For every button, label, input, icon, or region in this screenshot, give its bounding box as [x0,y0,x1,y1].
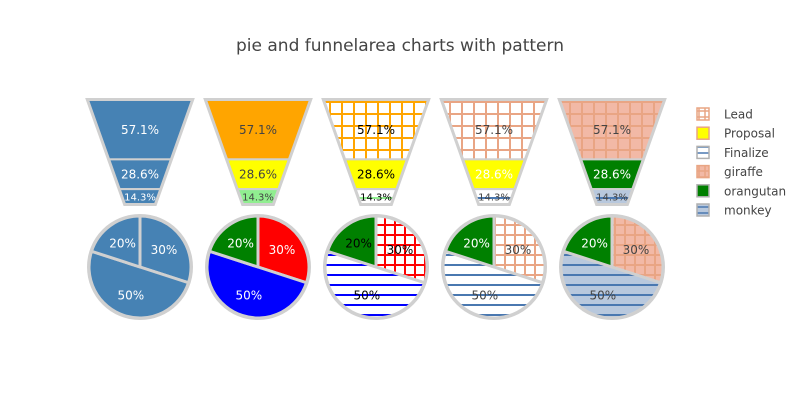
legend-item-proposal[interactable]: Proposal [696,126,775,141]
legend-label: Proposal [724,127,775,141]
funnel-charts: 57.1% 28.6% 14.3% 57.1% 28.6% 14.3% 57.1% 28.6%… [85,98,667,206]
legend-item-finalize[interactable]: Finalize [696,145,769,160]
pie-slice-label: 30% [623,243,650,257]
pie-slice-label: 50% [354,289,381,303]
pie-slice-label: 50% [590,289,617,303]
pie-2: 30% 50% 20% [205,214,311,320]
pie-slice-giraffe[interactable] [138,214,193,285]
pie-3: 30% 50% 20% [323,214,429,320]
legend-item-giraffe[interactable]: giraffe [696,164,763,179]
pie-slice-giraffe[interactable] [374,214,429,285]
funnel-stage-label: 14.3% [124,192,156,203]
funnel-2: 57.1% 28.6% 14.3% [203,98,313,206]
pie-slice-label: 20% [227,237,254,251]
legend-label: Finalize [724,146,769,160]
funnel-4: 57.1% 28.6% 14.3% [439,98,549,206]
funnel-stage-label: 28.6% [593,168,631,182]
funnel-stage-label: 14.3% [478,192,510,203]
pie-slice-label: 30% [387,243,414,257]
pie-slice-orangutan[interactable] [561,214,614,269]
legend-swatch [696,203,710,217]
legend-label: Lead [724,108,753,122]
legend-swatch [696,126,710,140]
pie-5: 30% 50% 20% [559,214,665,320]
pie-slice-orangutan[interactable] [207,214,260,269]
funnel-stage-finalize[interactable] [118,188,162,205]
pie-slice-monkey[interactable] [87,249,191,320]
pie-slice-orangutan[interactable] [89,214,142,269]
pie-slice-label: 50% [118,289,145,303]
legend-item-orangutan[interactable]: orangutan [696,184,786,198]
funnel-stage-label: 57.1% [121,123,159,137]
funnel-stage-label: 14.3% [596,192,628,203]
funnel-stage-label: 14.3% [360,192,392,203]
chart-title: pie and funnelarea charts with pattern [236,36,564,56]
pie-slice-label: 20% [345,237,372,251]
pie-slice-monkey[interactable] [441,249,545,320]
legend-label: giraffe [724,165,763,179]
funnel-5: 57.1% 28.6% 14.3% [557,98,667,206]
pie-slice-orangutan[interactable] [325,214,378,269]
pie-4: 30% 50% 20% [441,214,547,320]
pie-charts: 30% 50% 20% 30% 50% 20% 30% 50% 20% 30% 50% 20% 30% 5… [87,214,665,320]
funnel-stage-label: 28.6% [475,168,513,182]
legend-swatch [696,107,710,121]
pie-slice-giraffe[interactable] [492,214,547,285]
funnel-stage-finalize[interactable] [236,188,280,205]
funnel-stage-finalize[interactable] [472,188,516,205]
legend-swatch [696,184,710,198]
legend-swatch [696,145,710,160]
funnel-3: 57.1% 28.6% 14.3% [321,98,431,206]
pie-slice-monkey[interactable] [323,249,427,320]
pie-slice-label: 30% [505,243,532,257]
funnel-stage-label: 28.6% [239,168,277,182]
funnel-stage-label: 57.1% [593,123,631,137]
funnel-stage-finalize[interactable] [354,188,398,205]
funnel-stage-label: 28.6% [357,168,395,182]
funnel-stage-label: 14.3% [242,192,274,203]
legend-item-monkey[interactable]: monkey [696,203,772,218]
pie-slice-label: 30% [151,243,178,257]
pie-slice-monkey[interactable] [559,249,663,320]
pie-slice-giraffe[interactable] [256,214,311,285]
pie-slice-giraffe[interactable] [610,214,665,285]
legend-label: orangutan [724,184,786,198]
legend-swatch [696,164,710,179]
funnel-1: 57.1% 28.6% 14.3% [85,98,195,206]
pie-1: 30% 50% 20% [87,214,193,320]
pie-slice-orangutan[interactable] [443,214,496,269]
pie-slice-label: 20% [463,237,490,251]
funnel-stage-finalize[interactable] [590,188,634,205]
pie-slice-label: 50% [236,289,263,303]
legend: Lead Proposal Finalize giraffe orangutan monk… [696,107,786,218]
funnel-stage-label: 57.1% [475,123,513,137]
legend-label: monkey [724,204,772,218]
funnel-stage-label: 57.1% [239,123,277,137]
funnel-stage-label: 28.6% [121,168,159,182]
pie-slice-label: 20% [581,237,608,251]
funnel-stage-label: 57.1% [357,123,395,137]
pie-slice-label: 50% [472,289,499,303]
legend-item-lead[interactable]: Lead [696,107,753,122]
pie-slice-monkey[interactable] [205,249,309,320]
pie-slice-label: 20% [109,237,136,251]
pie-slice-label: 30% [269,243,296,257]
